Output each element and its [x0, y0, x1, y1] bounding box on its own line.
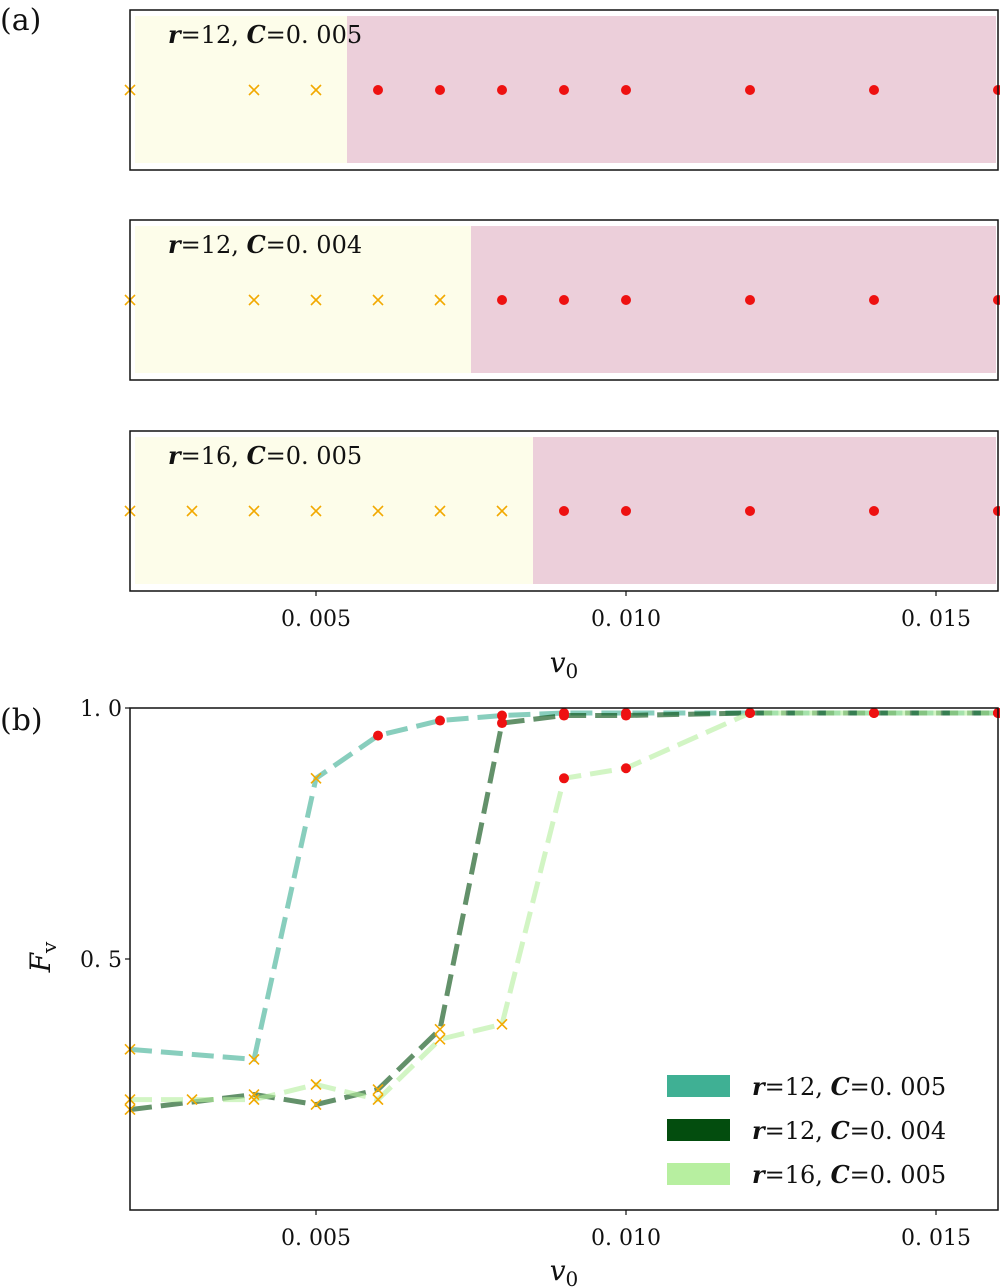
dot-marker	[497, 295, 507, 305]
left-phase-region	[135, 437, 533, 584]
series-2-dot-point	[621, 710, 631, 721]
series-3-cross-point	[496, 1018, 508, 1030]
phase-panel-2: r=12, C=0. 004	[124, 219, 1000, 381]
legend-label-2: r=12, C=0. 004	[752, 1116, 946, 1145]
dot-marker	[869, 506, 879, 516]
cross-marker	[434, 505, 446, 517]
panel-letter-a: (a)	[0, 3, 41, 38]
panel-letter-b: (b)	[0, 703, 43, 738]
dot-marker	[745, 85, 755, 95]
cross-marker	[186, 505, 198, 517]
dot-marker	[435, 85, 445, 95]
series-3-cross-point	[186, 1093, 198, 1106]
series-3-dot-point	[745, 708, 755, 719]
x-tick-label: 0. 010	[591, 607, 661, 632]
x-tick-label: 0. 015	[901, 1226, 971, 1251]
legend-swatch-3	[667, 1163, 730, 1185]
series-2-cross-point	[434, 1023, 446, 1035]
series-3-dot-point	[559, 773, 569, 784]
cross-marker	[310, 505, 322, 517]
series-1-dot-point	[435, 715, 445, 726]
series-1-cross-point	[310, 772, 322, 784]
dot-marker	[621, 295, 631, 305]
phase-diagram-panels: r=12, C=0. 005 r=12, C=0. 004 r=16, C=0. 0…	[124, 9, 1000, 683]
phase-panel-frame	[129, 9, 999, 171]
dot-marker	[559, 506, 569, 516]
y-tick-label: 0. 5	[80, 948, 122, 973]
legend-swatch-2	[667, 1119, 730, 1141]
phase-panel-frame	[129, 430, 999, 592]
dot-marker	[745, 295, 755, 305]
series-3-cross-point	[248, 1093, 260, 1106]
cross-marker	[248, 84, 260, 96]
dot-marker	[373, 85, 383, 95]
phase-annotation: r=12, C=0. 005	[168, 20, 362, 49]
series-2-dot-point	[559, 710, 569, 721]
legend-swatch-1	[667, 1075, 730, 1097]
cross-marker	[372, 505, 384, 517]
x-tick-label: 0. 005	[281, 607, 351, 632]
y-tick-label: 1. 0	[80, 697, 122, 722]
dot-marker	[621, 85, 631, 95]
y-axis-label: Fv	[24, 941, 61, 973]
x-tick-label: 0. 010	[591, 1226, 661, 1251]
cross-marker	[310, 294, 322, 306]
dot-marker	[559, 295, 569, 305]
dot-marker	[559, 85, 569, 95]
x-axis-label: v0	[550, 646, 579, 683]
x-axis-label: v0	[550, 1254, 579, 1287]
phase-annotation: r=12, C=0. 004	[168, 230, 362, 259]
series-2-dot-point	[497, 718, 507, 729]
right-phase-region	[347, 16, 996, 163]
series-3-cross-point	[372, 1093, 384, 1106]
series-1-cross-point	[248, 1053, 260, 1065]
phase-panel-1: r=12, C=0. 005	[124, 9, 1000, 171]
series-3-dot-point	[621, 763, 631, 774]
legend-label-3: r=16, C=0. 005	[752, 1160, 946, 1189]
series-2-cross-point	[310, 1099, 322, 1111]
cross-marker	[372, 294, 384, 306]
series-line-3	[130, 710, 998, 1103]
series-3-dot-point	[869, 708, 879, 719]
left-phase-region	[135, 16, 347, 163]
line-chart-panel: 0. 005 0. 010 0. 015 0. 5 1. 0 v0 Fv r=12, C=0.…	[24, 697, 1000, 1287]
phase-panel-3: r=16, C=0. 005 0. 005 0. 010 0. 015 v0	[124, 430, 1000, 683]
cross-marker	[496, 505, 508, 517]
cross-marker	[248, 505, 260, 517]
dot-marker	[745, 506, 755, 516]
series-line-2	[129, 710, 998, 1113]
cross-marker	[434, 294, 446, 306]
series-3-cross-point	[310, 1078, 322, 1091]
dot-marker	[497, 85, 507, 95]
phase-panel-frame	[129, 219, 999, 381]
cross-marker	[310, 84, 322, 96]
dot-marker	[869, 85, 879, 95]
dot-marker	[869, 295, 879, 305]
phase-annotation: r=16, C=0. 005	[168, 441, 362, 470]
series-2-cross-point	[372, 1083, 384, 1096]
series-3-cross-point	[434, 1033, 446, 1045]
series-1-dot-point	[373, 730, 383, 741]
cross-marker	[248, 294, 260, 306]
x-tick-label: 0. 005	[281, 1226, 351, 1251]
x-tick-label: 0. 015	[901, 607, 971, 632]
left-phase-region	[135, 226, 471, 373]
series-2-cross-point	[248, 1088, 260, 1101]
right-phase-region	[471, 226, 996, 373]
right-phase-region	[533, 437, 996, 584]
legend: r=12, C=0. 005 r=12, C=0. 004 r=16, C=0. 0…	[667, 1072, 946, 1189]
series-1-dot-point	[497, 710, 507, 721]
dot-marker	[621, 506, 631, 516]
legend-label-1: r=12, C=0. 005	[752, 1072, 946, 1101]
